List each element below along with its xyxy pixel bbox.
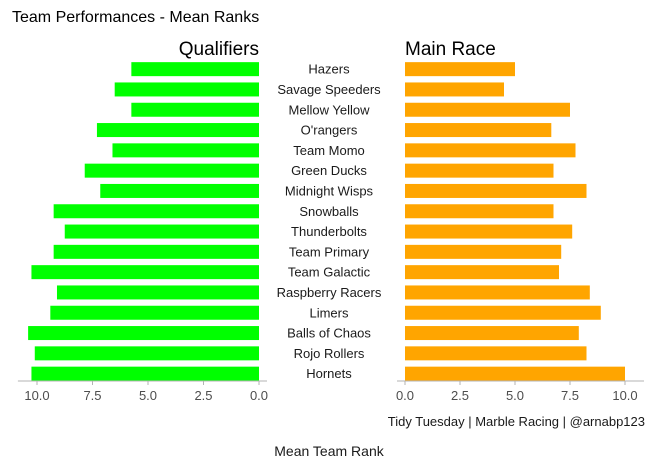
team-label-hazers: Hazers xyxy=(308,62,350,77)
main-race-bar-hornets xyxy=(405,366,625,381)
qualifiers-tick-label: 0.0 xyxy=(250,388,268,403)
main-race-bar-rojo-rollers xyxy=(405,346,587,361)
team-label-hornets: Hornets xyxy=(306,366,352,381)
qualifiers-tick-label: 2.5 xyxy=(194,388,212,403)
main-race-panel-title: Main Race xyxy=(405,39,496,60)
team-label-raspberry-racers: Raspberry Racers xyxy=(277,285,382,300)
main-race-tick-label: 5.0 xyxy=(506,388,524,403)
team-label-snowballs: Snowballs xyxy=(299,204,359,219)
main-race-bar-limers xyxy=(405,305,601,320)
qualifiers-bar-team-galactic xyxy=(31,265,260,280)
main-race-bar-team-primary xyxy=(405,244,562,259)
qualifiers-bar-team-primary xyxy=(53,244,260,259)
team-label-limers: Limers xyxy=(309,305,349,320)
qualifiers-panel: 10.0 7.5 5.0 2.5 0.0 xyxy=(17,62,268,403)
main-race-bar-thunderbolts xyxy=(405,224,573,239)
qualifiers-bar-mellow-yellow xyxy=(131,102,259,117)
main-race-tick-label: 0.0 xyxy=(396,388,414,403)
chart-title: Team Performances - Mean Ranks xyxy=(12,9,259,26)
team-label-mellow-yellow: Mellow Yellow xyxy=(289,102,371,117)
main-race-bar-mellow-yellow xyxy=(405,102,570,117)
qualifiers-bar-green-ducks xyxy=(84,163,259,178)
main-race-bar-team-momo xyxy=(405,143,576,158)
x-axis-label: Mean Team Rank xyxy=(274,443,384,459)
team-labels: Hazers Savage Speeders Mellow Yellow O'rang… xyxy=(277,62,382,381)
qualifiers-bar-midnight-wisps xyxy=(100,183,260,198)
main-race-bar-midnight-wisps xyxy=(405,183,587,198)
qualifiers-bar-o-rangers xyxy=(96,123,259,138)
qualifiers-bar-raspberry-racers xyxy=(56,285,260,300)
team-label-team-momo: Team Momo xyxy=(293,143,365,158)
chart-caption: Tidy Tuesday | Marble Racing | @arnabp12… xyxy=(388,414,645,429)
qualifiers-bar-rojo-rollers xyxy=(34,346,259,361)
main-race-tick-label: 10.0 xyxy=(612,388,637,403)
qualifiers-bar-snowballs xyxy=(53,204,260,219)
main-race-bar-o-rangers xyxy=(405,123,552,138)
qualifiers-bar-thunderbolts xyxy=(64,224,259,239)
main-race-bar-hazers xyxy=(405,62,515,77)
qualifiers-bar-hazers xyxy=(131,62,259,77)
main-race-bar-raspberry-racers xyxy=(405,285,590,300)
main-race-tick-label: 2.5 xyxy=(451,388,469,403)
main-race-tick-label: 7.5 xyxy=(561,388,579,403)
team-label-balls-of-chaos: Balls of Chaos xyxy=(287,326,371,341)
main-race-bar-savage-speeders xyxy=(405,82,504,97)
qualifiers-bar-hornets xyxy=(31,366,260,381)
qualifiers-tick-label: 10.0 xyxy=(24,388,49,403)
main-race-panel: 0.0 2.5 5.0 7.5 10.0 xyxy=(396,62,644,403)
team-label-green-ducks: Green Ducks xyxy=(291,163,367,178)
qualifiers-bar-savage-speeders xyxy=(114,82,259,97)
main-race-bar-balls-of-chaos xyxy=(405,326,579,341)
qualifiers-tick-label: 7.5 xyxy=(83,388,101,403)
qualifiers-panel-title: Qualifiers xyxy=(179,39,259,60)
team-label-team-primary: Team Primary xyxy=(289,244,370,259)
team-label-rojo-rollers: Rojo Rollers xyxy=(294,346,365,361)
team-label-team-galactic: Team Galactic xyxy=(288,265,371,280)
main-race-bar-team-galactic xyxy=(405,265,559,280)
team-label-o-rangers: O'rangers xyxy=(301,123,358,138)
team-label-savage-speeders: Savage Speeders xyxy=(277,82,381,97)
main-race-bar-green-ducks xyxy=(405,163,554,178)
qualifiers-bar-team-momo xyxy=(112,143,259,158)
qualifiers-bar-limers xyxy=(50,305,259,320)
qualifiers-tick-label: 5.0 xyxy=(139,388,157,403)
team-label-midnight-wisps: Midnight Wisps xyxy=(285,183,374,198)
team-label-thunderbolts: Thunderbolts xyxy=(291,224,367,239)
main-race-bar-snowballs xyxy=(405,204,554,219)
qualifiers-bar-balls-of-chaos xyxy=(28,326,260,341)
